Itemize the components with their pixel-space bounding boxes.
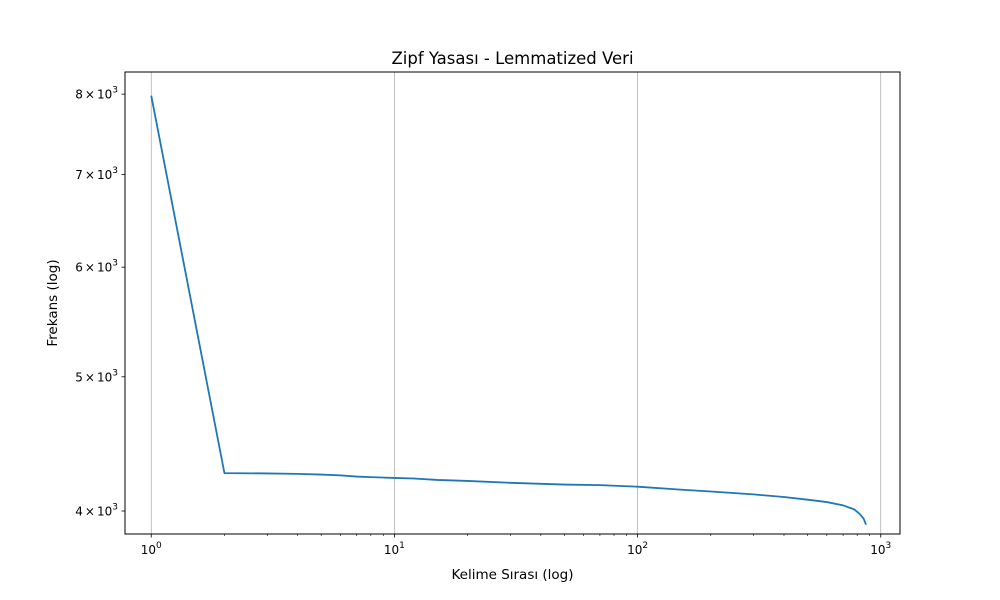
grid-lines	[150, 72, 882, 534]
y-tick-label: 6 × 103	[75, 259, 118, 275]
x-axis: 100 101 102 103	[141, 534, 891, 557]
y-tick-label: 5 × 103	[75, 368, 118, 384]
x-tick-label: 100	[141, 541, 162, 557]
series-group	[150, 95, 867, 526]
y-tick-label: 4 × 103	[75, 503, 118, 519]
chart-title: Zipf Yasası - Lemmatized Veri	[391, 49, 633, 68]
y-axis: 4 × 103 5 × 103 6 × 103 7 × 103 8 × 103	[75, 86, 125, 519]
x-tick-label: 103	[870, 541, 891, 557]
x-tick-label: 102	[627, 541, 648, 557]
x-tick-label: 101	[384, 541, 405, 557]
plot-frame	[124, 71, 901, 535]
series-line	[150, 95, 867, 526]
y-tick-label: 8 × 103	[75, 86, 118, 102]
y-tick-label: 7 × 103	[75, 166, 118, 182]
x-axis-label: Kelime Sırası (log)	[451, 567, 573, 583]
y-axis-label: Frekans (log)	[45, 259, 61, 346]
